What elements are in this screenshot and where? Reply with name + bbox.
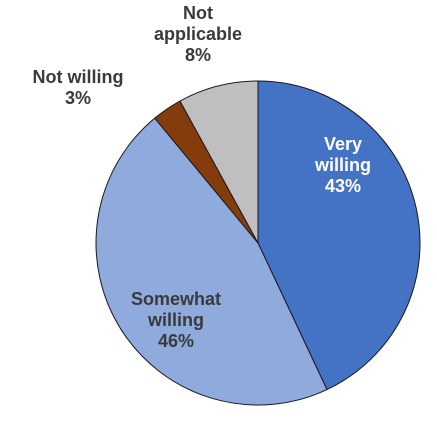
pie-slices — [95, 80, 421, 406]
pie-slice-not-applicable — [179, 80, 259, 244]
pie-labels: Very willing 43% Somewhat willing 46% Not will… — [33, 3, 371, 351]
pie-slice-very-willing — [257, 80, 421, 391]
pie-slice-somewhat-willing — [95, 117, 328, 406]
data-label-not-applicable: Not applicable 8% — [154, 3, 242, 65]
data-label-somewhat-willing: Somewhat willing 46% — [131, 289, 221, 351]
data-label-not-willing: Not willing 3% — [33, 67, 124, 108]
data-label-very-willing: Very willing 43% — [314, 134, 371, 196]
